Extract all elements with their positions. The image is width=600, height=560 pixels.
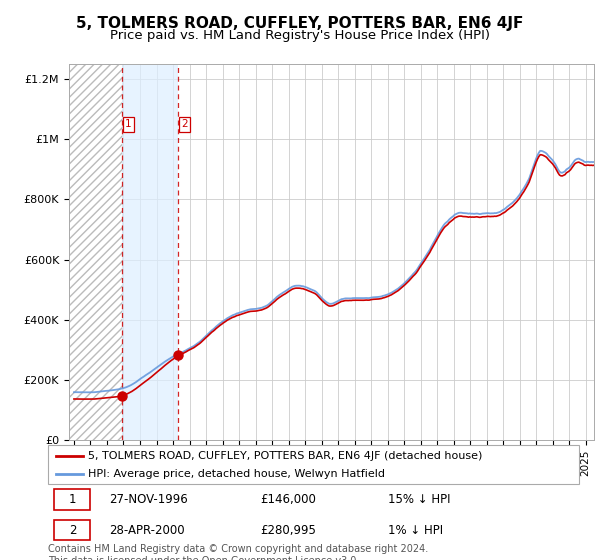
Text: £146,000: £146,000 (260, 493, 316, 506)
Text: Price paid vs. HM Land Registry's House Price Index (HPI): Price paid vs. HM Land Registry's House … (110, 29, 490, 42)
Text: 15% ↓ HPI: 15% ↓ HPI (388, 493, 451, 506)
Text: 28-APR-2000: 28-APR-2000 (109, 524, 185, 536)
Text: Contains HM Land Registry data © Crown copyright and database right 2024.
This d: Contains HM Land Registry data © Crown c… (48, 544, 428, 560)
Text: 5, TOLMERS ROAD, CUFFLEY, POTTERS BAR, EN6 4JF (detached house): 5, TOLMERS ROAD, CUFFLEY, POTTERS BAR, E… (88, 451, 482, 461)
Text: 5, TOLMERS ROAD, CUFFLEY, POTTERS BAR, EN6 4JF: 5, TOLMERS ROAD, CUFFLEY, POTTERS BAR, E… (76, 16, 524, 31)
Text: 2: 2 (181, 119, 188, 129)
Text: 1% ↓ HPI: 1% ↓ HPI (388, 524, 443, 536)
Text: £280,995: £280,995 (260, 524, 316, 536)
FancyBboxPatch shape (48, 445, 579, 484)
Text: 1: 1 (125, 119, 131, 129)
Bar (69, 64, 122, 440)
Text: 2: 2 (68, 524, 76, 536)
Text: HPI: Average price, detached house, Welwyn Hatfield: HPI: Average price, detached house, Welw… (88, 469, 385, 479)
Bar (122, 64, 178, 440)
Text: 1: 1 (68, 493, 76, 506)
FancyBboxPatch shape (55, 520, 91, 540)
FancyBboxPatch shape (55, 489, 91, 510)
Text: 27-NOV-1996: 27-NOV-1996 (109, 493, 188, 506)
